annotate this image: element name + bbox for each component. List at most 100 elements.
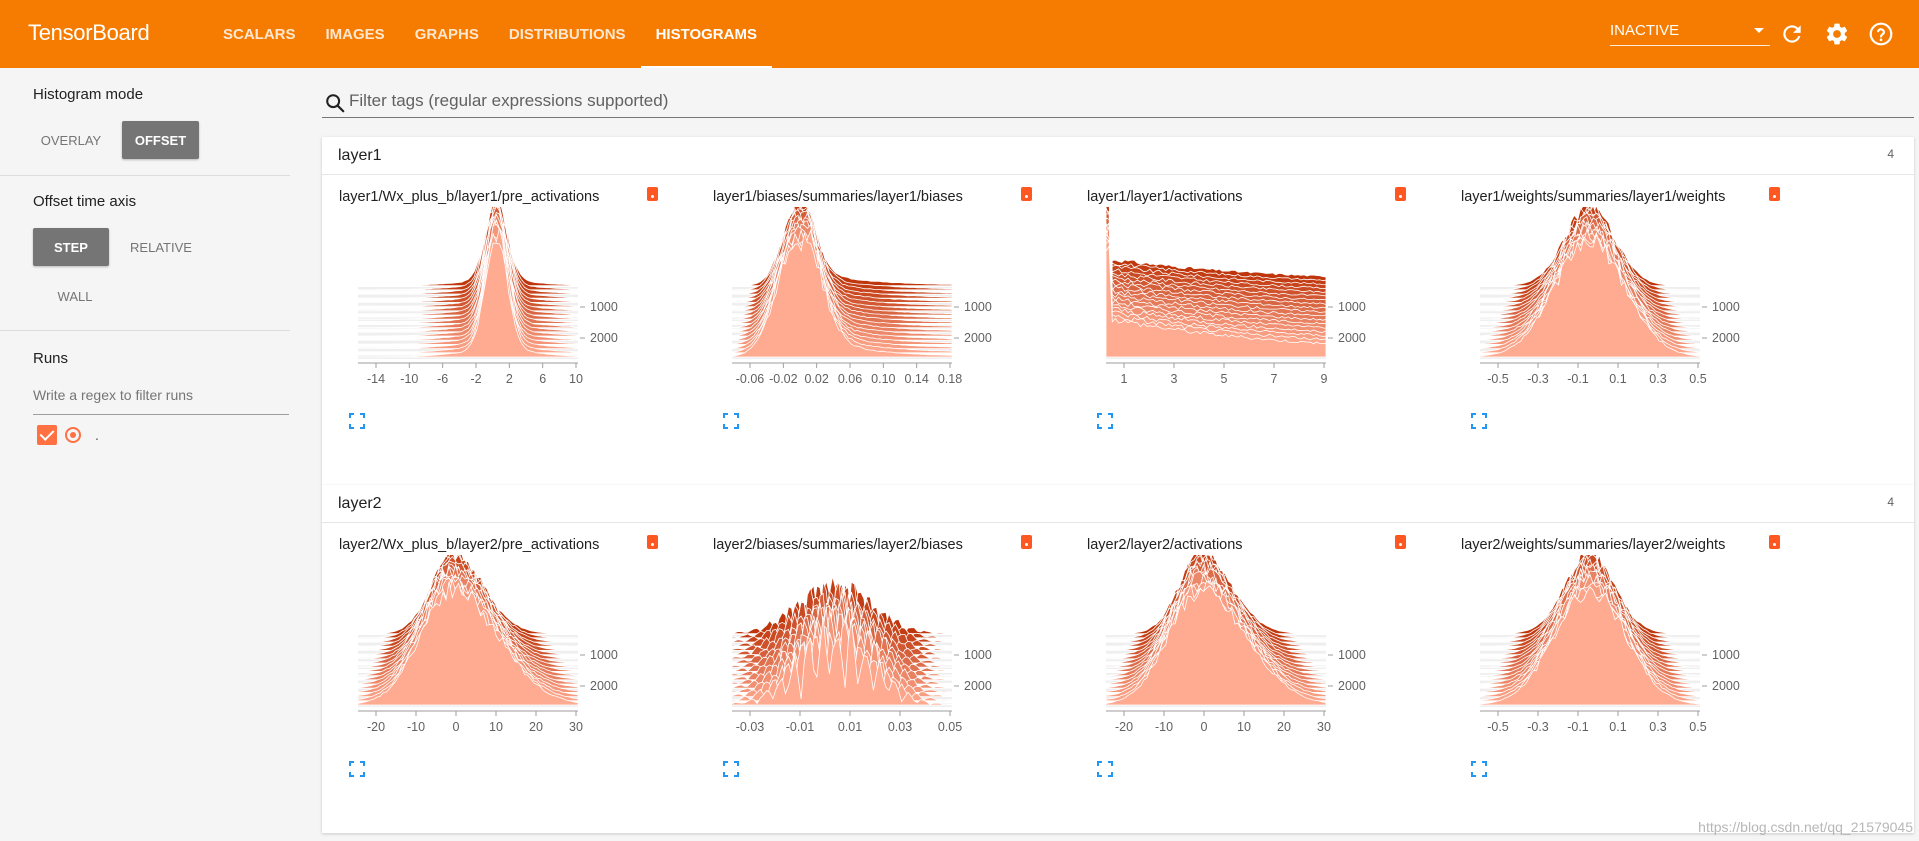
x-tick-label: 10	[1237, 720, 1251, 734]
tab-graphs[interactable]: GRAPHS	[414, 25, 479, 43]
x-tick-label: -0.5	[1487, 372, 1509, 386]
relative-button[interactable]: RELATIVE	[130, 239, 192, 255]
histogram-slice	[358, 242, 579, 358]
status-value: INACTIVE	[1610, 22, 1680, 39]
refresh-icon[interactable]	[1779, 21, 1805, 47]
x-tick-label: -14	[367, 372, 385, 386]
card-title: layer2/weights/summaries/layer2/weights	[1461, 537, 1726, 553]
x-tick-label: -0.06	[736, 372, 765, 386]
category-count: 4	[1887, 495, 1894, 509]
x-tick-label: 0.14	[904, 372, 928, 386]
x-tick-label: 0	[453, 720, 460, 734]
x-tick-label: -20	[1115, 720, 1133, 734]
y-tick-label: 1000	[590, 300, 618, 314]
run-color-radio[interactable]	[65, 427, 81, 443]
x-tick-label: -0.02	[769, 372, 798, 386]
histogram-slice	[1105, 217, 1327, 316]
expand-icon[interactable]	[1470, 412, 1488, 430]
histogram-slice	[731, 232, 953, 358]
y-tick-label: 1000	[1338, 648, 1366, 662]
help-icon[interactable]	[1868, 21, 1894, 47]
run-badge-icon	[1769, 187, 1780, 201]
step-button[interactable]: STEP	[33, 228, 109, 266]
histogram-slice	[1105, 217, 1327, 307]
expand-icon[interactable]	[1470, 760, 1488, 778]
y-tick-label: 1000	[1712, 300, 1740, 314]
x-tick-label: -0.5	[1487, 720, 1509, 734]
card-title: layer1/Wx_plus_b/layer1/pre_activations	[339, 189, 600, 205]
histogram-slice	[1105, 223, 1327, 324]
watermark-text: https://blog.csdn.net/qq_21579045	[1698, 819, 1913, 835]
tab-scalars[interactable]: SCALARS	[223, 25, 296, 43]
histogram-slice	[358, 219, 579, 337]
x-tick-label: 0	[1201, 720, 1208, 734]
histogram-slice	[358, 213, 579, 333]
histogram-slice	[358, 221, 579, 328]
x-tick-label: 30	[569, 720, 583, 734]
chevron-down-icon	[1754, 28, 1764, 33]
x-tick-label: 1	[1121, 372, 1128, 386]
histogram-card: layer2/weights/summaries/layer2/weights …	[1444, 523, 1818, 833]
category-layer2: layer2 4 layer2/Wx_plus_b/layer2/pre_act…	[322, 485, 1914, 833]
tab-distributions[interactable]: DISTRIBUTIONS	[508, 25, 626, 43]
plugin-status-dropdown[interactable]: INACTIVE	[1610, 22, 1770, 46]
tab-images[interactable]: IMAGES	[325, 25, 385, 43]
expand-icon[interactable]	[722, 760, 740, 778]
x-tick-label: 7	[1271, 372, 1278, 386]
app-title: TensorBoard	[28, 20, 150, 45]
expand-icon[interactable]	[722, 412, 740, 430]
tab-histograms[interactable]: HISTOGRAMS	[640, 0, 773, 68]
overlay-button[interactable]: OVERLAY	[40, 132, 102, 148]
x-tick-label: 30	[1317, 720, 1331, 734]
histogram-slice	[1105, 209, 1327, 299]
y-tick-label: 1000	[590, 648, 618, 662]
histogram-slice	[358, 219, 579, 341]
wall-button[interactable]: WALL	[57, 288, 93, 304]
expand-icon[interactable]	[348, 760, 366, 778]
x-tick-label: 10	[489, 720, 503, 734]
histogram-slice	[358, 207, 579, 307]
histogram-slice	[1105, 225, 1327, 337]
card-title: layer2/biases/summaries/layer2/biases	[713, 537, 963, 553]
card-title: layer1/layer1/activations	[1087, 189, 1243, 205]
category-count: 4	[1887, 147, 1894, 161]
y-tick-label: 1000	[964, 648, 992, 662]
tag-filter-input[interactable]: Filter tags (regular expressions support…	[322, 88, 1914, 118]
category-name: layer1	[338, 147, 382, 164]
x-tick-label: 0.1	[1609, 720, 1626, 734]
y-tick-label: 2000	[964, 331, 992, 345]
histogram-slice	[1105, 210, 1327, 295]
offset-button[interactable]: OFFSET	[122, 121, 199, 159]
x-tick-label: -10	[407, 720, 425, 734]
search-icon	[326, 94, 345, 113]
runs-filter-input[interactable]: Write a regex to filter runs	[33, 385, 289, 415]
expand-icon[interactable]	[1096, 412, 1114, 430]
expand-icon[interactable]	[1096, 760, 1114, 778]
histogram-chart: -14 -10 -6 -2 2 6 10 1000 2000	[358, 207, 618, 386]
y-tick-label: 2000	[590, 679, 618, 693]
histogram-slice	[357, 581, 579, 706]
runs-title: Runs	[33, 350, 69, 367]
y-tick-label: 2000	[1338, 679, 1366, 693]
x-tick-label: -10	[1155, 720, 1173, 734]
histogram-slice	[358, 223, 579, 345]
run-checkbox[interactable]	[37, 425, 57, 445]
x-tick-label: 6	[539, 372, 546, 386]
histogram-card: layer2/Wx_plus_b/layer2/pre_activations …	[322, 523, 696, 833]
x-tick-label: -20	[367, 720, 385, 734]
histogram-slice	[1105, 207, 1327, 286]
x-tick-label: 20	[529, 720, 543, 734]
histogram-chart: -0.5 -0.3 -0.1 0.1 0.3 0.5 1000 2000	[1479, 555, 1740, 734]
x-tick-label: 2	[506, 372, 513, 386]
settings-gear-icon[interactable]	[1824, 21, 1850, 47]
histogram-chart: -0.03 -0.01 0.01 0.03 0.05 1000 2000	[731, 576, 992, 734]
x-tick-label: -2	[470, 372, 481, 386]
run-item: .	[37, 424, 99, 446]
category-header[interactable]: layer2 4	[322, 485, 1914, 523]
category-header[interactable]: layer1 4	[322, 137, 1914, 175]
histogram-slice	[1105, 228, 1327, 341]
x-tick-label: 0.3	[1649, 720, 1666, 734]
expand-icon[interactable]	[348, 412, 366, 430]
x-tick-label: 0.3	[1649, 372, 1666, 386]
tag-filter-placeholder: Filter tags (regular expressions support…	[349, 91, 669, 110]
